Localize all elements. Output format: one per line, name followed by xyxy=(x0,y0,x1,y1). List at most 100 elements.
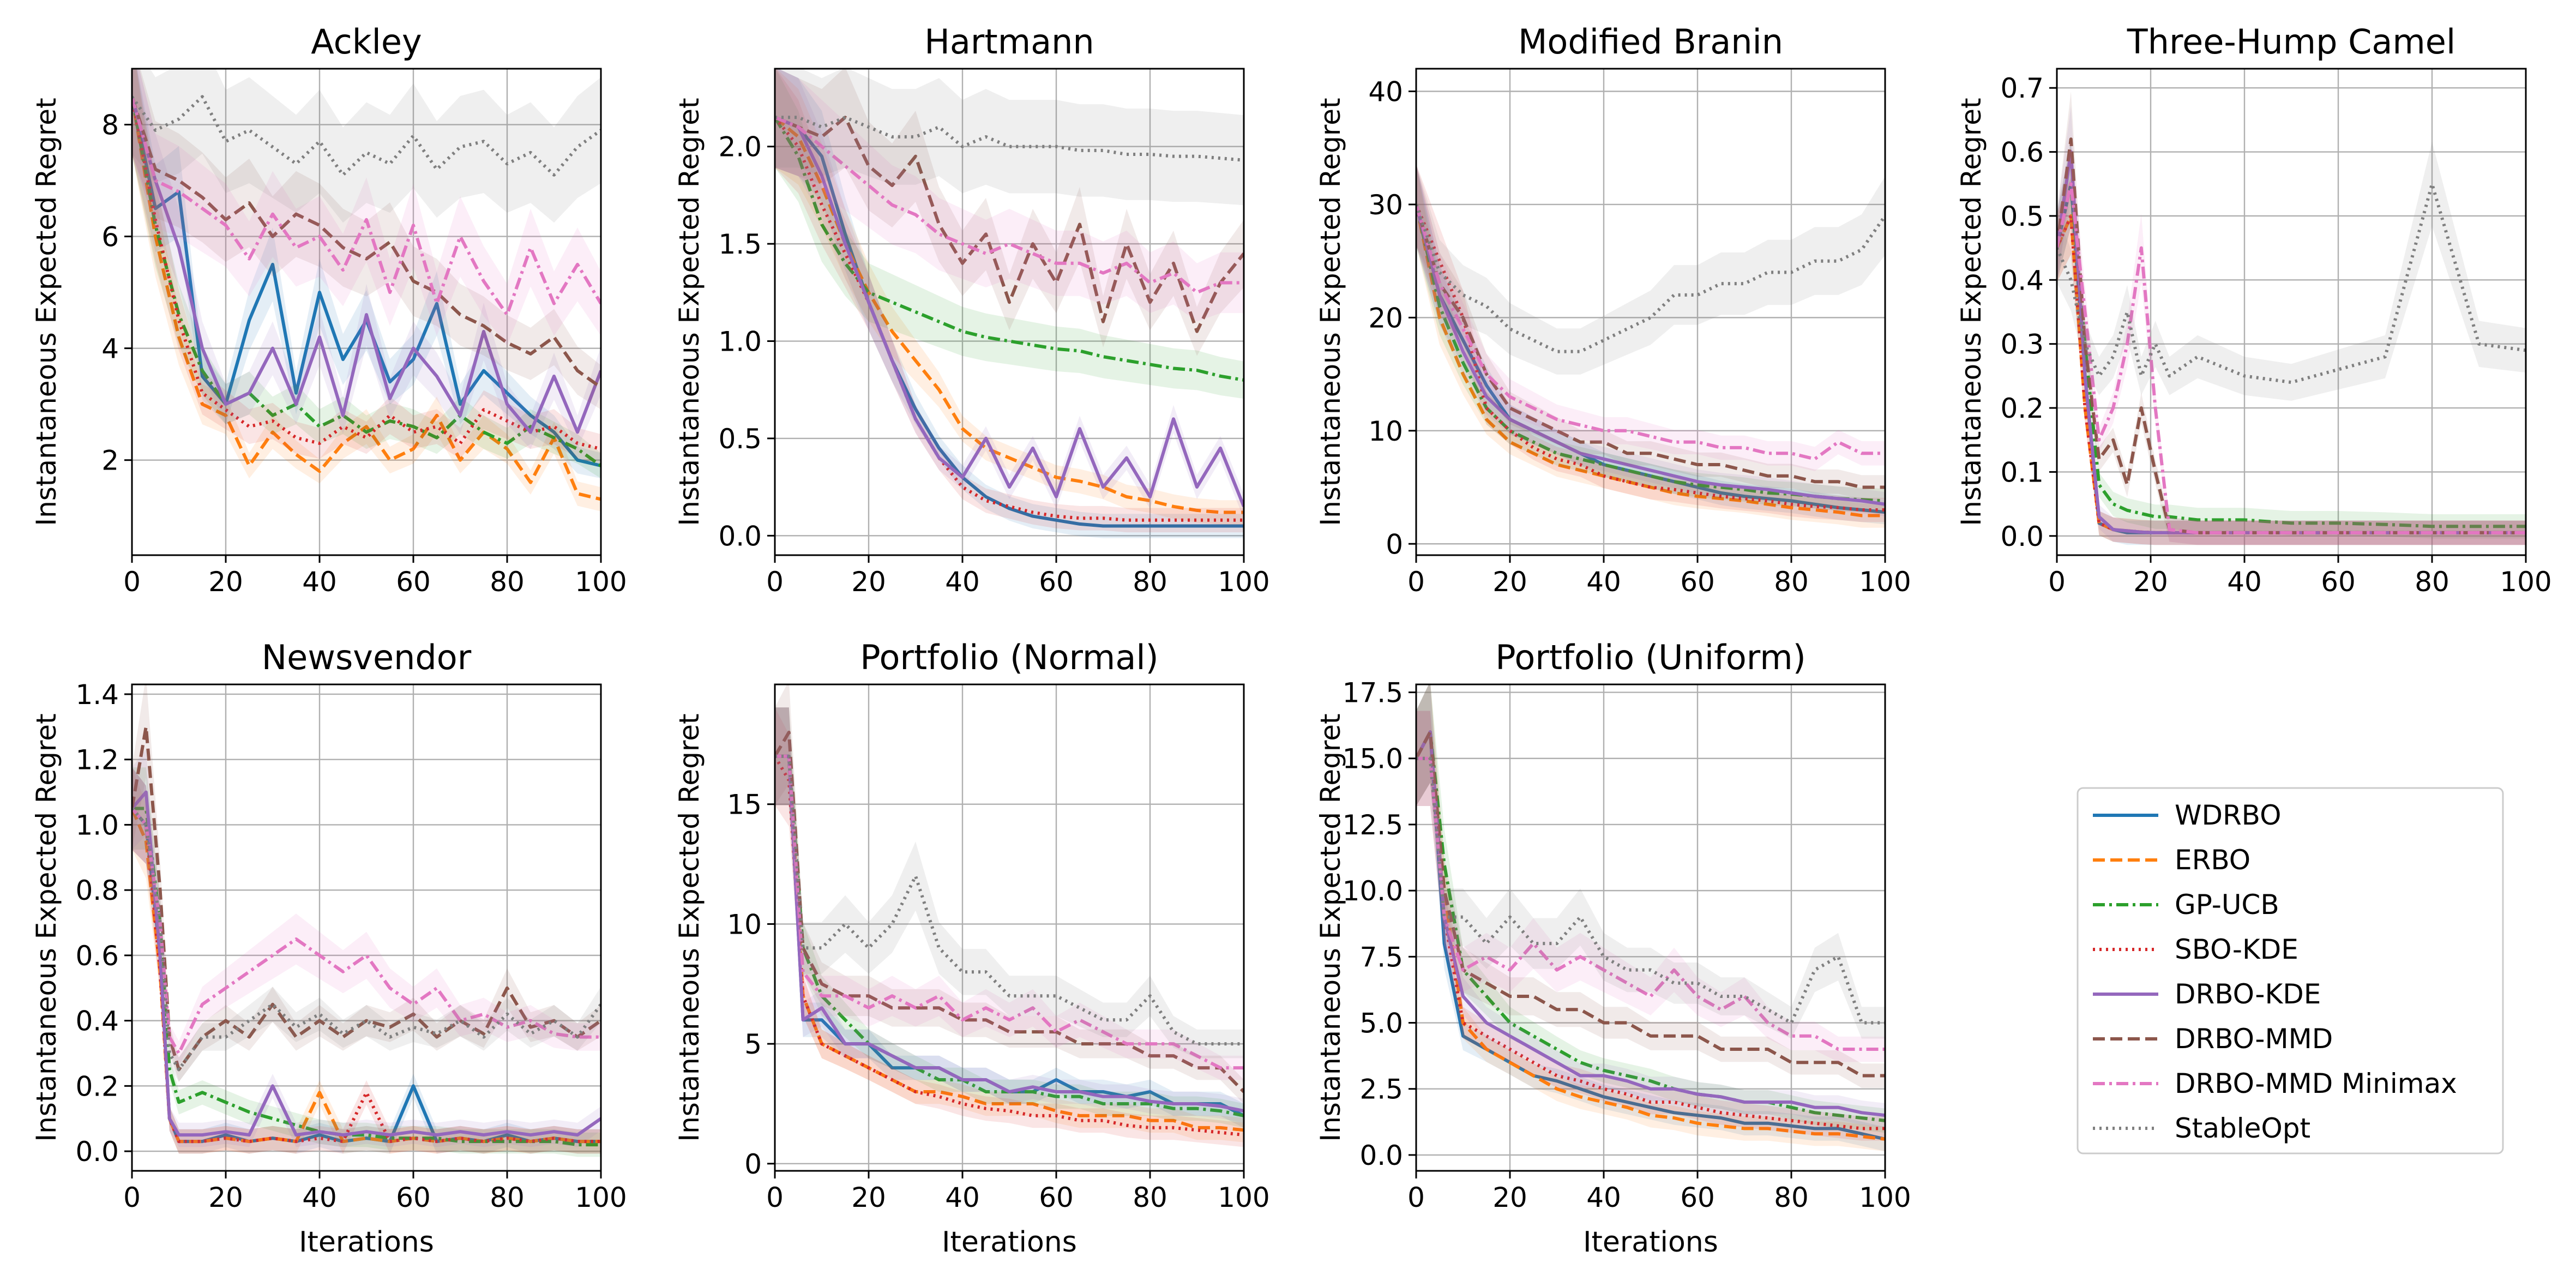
legend-label: StableOpt xyxy=(2175,1112,2310,1144)
y-tick-label: 0.2 xyxy=(2000,393,2044,424)
x-tick-label: 20 xyxy=(851,1182,886,1213)
chart-title: Ackley xyxy=(311,22,422,62)
series-band xyxy=(132,69,601,479)
series-band xyxy=(775,69,1244,399)
x-tick-label: 100 xyxy=(575,566,627,598)
x-tick-label: 80 xyxy=(1774,566,1809,598)
series-band xyxy=(775,707,1244,1080)
x-tick-label: 60 xyxy=(2321,566,2356,598)
axes-frame xyxy=(2056,68,2527,556)
series-line xyxy=(1416,204,1885,518)
chart-title: Modified Branin xyxy=(1518,22,1783,62)
y-tick-label: 0 xyxy=(1386,528,1403,560)
y-tick-label: 5.0 xyxy=(1359,1008,1403,1039)
series-band xyxy=(1416,164,1885,500)
axes-frame xyxy=(774,683,1245,1172)
plot-area xyxy=(132,69,601,512)
x-tick-label: 20 xyxy=(1492,566,1527,598)
chart-panel: 0 20 40 60 80 100 0 5 10 15 Portfolio (Normal) Inst… xyxy=(673,638,1270,1259)
x-tick-label: 20 xyxy=(2133,566,2168,598)
y-axis-label: Instantaneous Expected Regret xyxy=(1315,713,1346,1141)
x-tick-label: 0 xyxy=(766,566,784,598)
y-tick-label: 2 xyxy=(101,445,119,477)
x-tick-label: 80 xyxy=(1133,566,1167,598)
series-line xyxy=(132,790,601,1137)
legend-item: DRBO-MMD Minimax xyxy=(2093,1068,2457,1099)
plot-area xyxy=(1416,684,1885,1152)
y-tick-label: 4 xyxy=(101,333,119,365)
chart-title: Hartmann xyxy=(924,22,1094,62)
x-tick-label: 80 xyxy=(490,566,525,598)
x-tick-label: 100 xyxy=(1218,1182,1269,1213)
x-tick-label: 0 xyxy=(123,1182,141,1213)
y-tick-label: 10 xyxy=(727,909,762,940)
y-axis-label: Instantaneous Expected Regret xyxy=(1315,98,1346,526)
y-tick-label: 1.0 xyxy=(718,326,762,358)
y-tick-label: 0.0 xyxy=(75,1136,119,1168)
x-tick-label: 100 xyxy=(1218,566,1269,598)
x-axis-label: Iterations xyxy=(299,1226,434,1259)
y-tick-label: 0.5 xyxy=(718,423,762,455)
series-line xyxy=(1416,730,1885,1078)
series-line xyxy=(1416,756,1885,1051)
axes-frame xyxy=(774,68,1245,556)
legend-item: GP-UCB xyxy=(2093,889,2279,921)
series-line xyxy=(775,116,1244,507)
chart-title: Portfolio (Uniform) xyxy=(1495,638,1806,677)
y-tick-label: 30 xyxy=(1368,189,1403,221)
legend-frame xyxy=(2077,787,2504,1154)
series-band xyxy=(775,69,1244,519)
plot-area xyxy=(1416,164,1885,528)
y-tick-label: 6 xyxy=(101,221,119,253)
legend-label: DRBO-MMD xyxy=(2175,1023,2333,1055)
series-line xyxy=(132,807,601,1147)
series-band xyxy=(1416,164,1885,525)
series-band xyxy=(132,69,601,512)
x-tick-label: 100 xyxy=(1859,1182,1911,1213)
y-tick-label: 1.2 xyxy=(75,744,119,776)
series-line xyxy=(132,725,601,1072)
legend-item: DRBO-KDE xyxy=(2093,978,2321,1010)
chart-title: Three-Hump Camel xyxy=(2127,22,2455,62)
x-tick-label: 40 xyxy=(1586,1182,1621,1213)
legend-item: DRBO-MMD xyxy=(2093,1023,2333,1055)
y-tick-label: 10.0 xyxy=(1343,875,1403,907)
series-band xyxy=(775,684,1244,1104)
chart-panel: 0 20 40 60 80 100 0.0 2.5 5.0 7.5 10.0 12.5 15.0 17.5… xyxy=(1315,638,1911,1259)
x-tick-label: 0 xyxy=(2048,566,2066,598)
y-tick-label: 0.7 xyxy=(2000,73,2044,104)
legend-label: DRBO-KDE xyxy=(2175,978,2321,1010)
series-line xyxy=(775,754,1244,1070)
x-tick-label: 60 xyxy=(1680,1182,1715,1213)
series-band xyxy=(2057,141,2526,401)
series-band xyxy=(1416,711,1885,1062)
series-line xyxy=(132,807,601,1144)
chart-panel: 0 20 40 60 80 100 2 4 6 8 Ackley Instantaneous Expe… xyxy=(31,22,627,598)
axes-frame xyxy=(1415,683,1886,1172)
chart-title: Newsvendor xyxy=(262,638,472,677)
x-tick-label: 100 xyxy=(1859,566,1911,598)
y-tick-label: 0.4 xyxy=(2000,264,2044,296)
series-line xyxy=(775,754,1244,1117)
x-tick-label: 20 xyxy=(1492,1182,1527,1213)
series-band xyxy=(132,69,601,464)
series-band xyxy=(1416,711,1885,1039)
y-tick-label: 0.2 xyxy=(75,1071,119,1102)
chart-panel: 0 20 40 60 80 100 0.0 0.5 1.0 1.5 2.0 Hartmann Insta… xyxy=(673,22,1270,598)
y-tick-label: 0.5 xyxy=(2000,201,2044,232)
x-tick-label: 60 xyxy=(396,1182,431,1213)
legend: WDRBO ERBO GP-UCB SBO-KDE DRBO-KDE DRBO-MMD DR… xyxy=(2077,787,2504,1154)
legend-item: StableOpt xyxy=(2093,1112,2310,1144)
series-line xyxy=(775,730,1244,1093)
y-tick-label: 5 xyxy=(744,1029,762,1060)
x-tick-label: 0 xyxy=(1407,1182,1425,1213)
series-band xyxy=(1416,164,1885,516)
x-tick-label: 40 xyxy=(945,566,980,598)
series-line xyxy=(775,755,1244,1137)
series-band xyxy=(775,707,1244,1059)
series-band xyxy=(132,767,601,1066)
x-tick-label: 0 xyxy=(123,566,141,598)
series-line xyxy=(1416,204,1885,461)
series-band xyxy=(132,69,601,346)
